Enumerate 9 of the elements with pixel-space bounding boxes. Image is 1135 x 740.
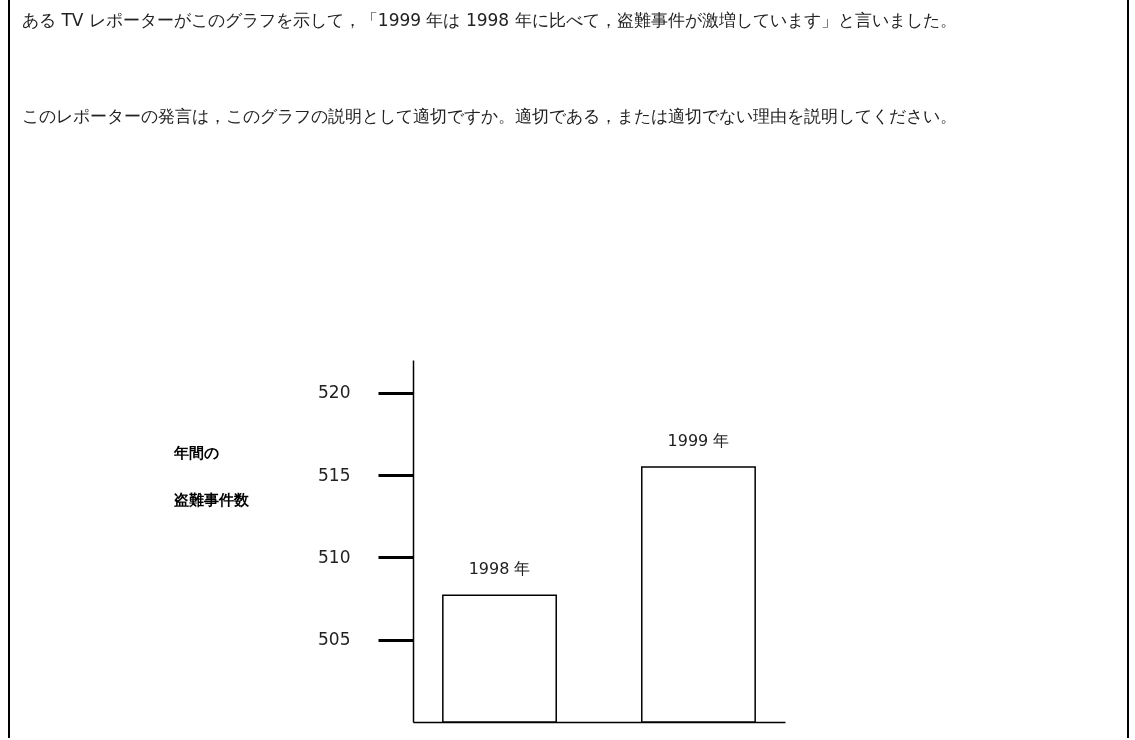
y-tick-label: 505 [318, 629, 351, 650]
x-tick-label: 1999 年 [667, 430, 730, 450]
y-tick-label: 515 [318, 464, 351, 485]
y-tick-label: 510 [318, 546, 351, 567]
y-tick-label: 520 [318, 382, 351, 403]
chart-title: ある TV レポーターがこのグラフを示して，「1999 年は 1998 年に比べて，盗難事件が激増しています」と言いました。 [22, 9, 958, 32]
x-tick-label: 1998 年 [468, 559, 531, 579]
text: 年間の盗難事件数 [173, 443, 249, 509]
chart-subtitle: このレポーターの発言は，このグラフの説明として適切ですか。適切である，または適切でない理由を説明してください。 [22, 105, 958, 128]
